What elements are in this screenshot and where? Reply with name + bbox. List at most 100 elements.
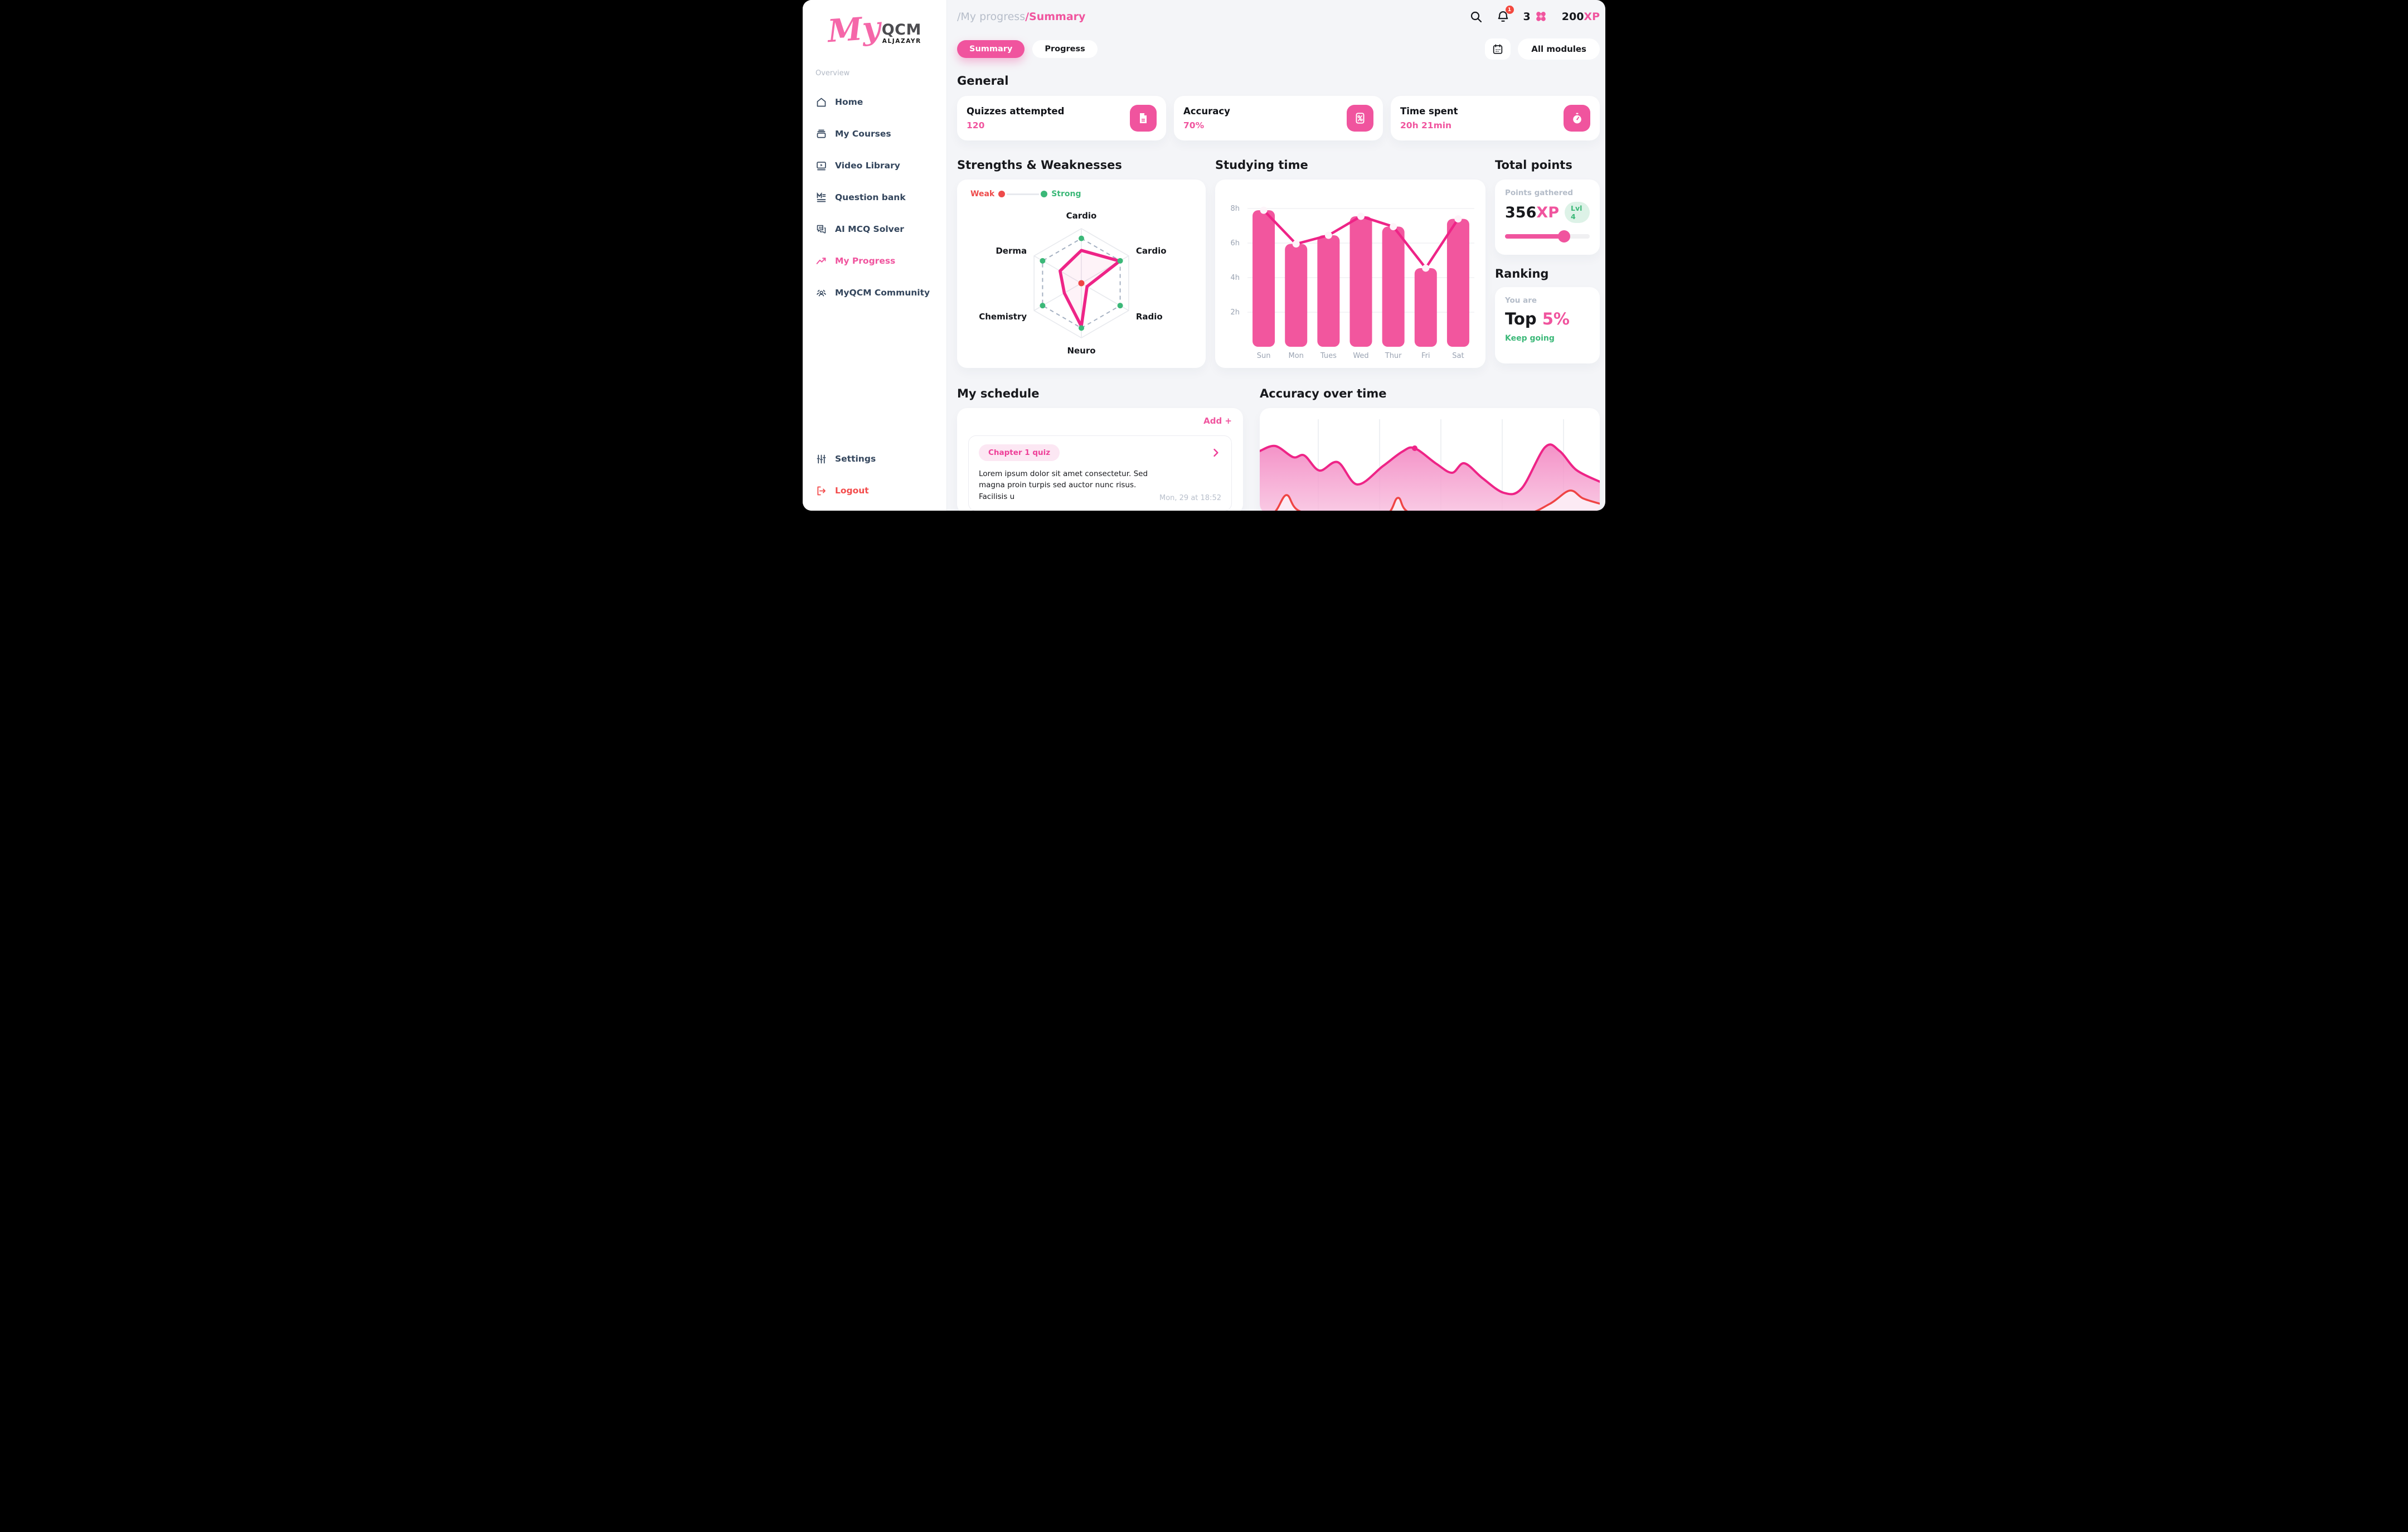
stat-card-time-spent: Time spent 20h 21min	[1391, 96, 1600, 140]
svg-text:Neuro: Neuro	[1067, 346, 1095, 356]
notification-badge: 1	[1505, 6, 1514, 14]
sliders-icon	[817, 454, 826, 463]
points-title: Total points	[1495, 158, 1572, 172]
accuracy-over-time-chart	[1260, 419, 1600, 511]
main-content: /My progress/Summary 1 3 200XP Summary P…	[947, 0, 1605, 511]
ranking-card: You are Top 5% Keep going	[1495, 287, 1600, 363]
sidebar-item-myqcm-community[interactable]: MyQCM Community	[815, 286, 946, 299]
tab-progress[interactable]: Progress	[1032, 40, 1098, 58]
level-badge: Lvl 4	[1564, 202, 1590, 223]
strengths-title: Strengths & Weaknesses	[957, 158, 1122, 172]
schedule-item[interactable]: Chapter 1 quiz Lorem ipsum dolor sit ame…	[968, 435, 1232, 511]
sidebar-item-question-bank[interactable]: Question bank	[815, 191, 946, 204]
sidebar-item-label: AI MCQ Solver	[835, 224, 904, 234]
search-button[interactable]	[1469, 10, 1483, 23]
strong-dot-icon	[1041, 191, 1048, 197]
stat-card-accuracy: Accuracy 70%	[1174, 96, 1383, 140]
chevron-right-icon[interactable]	[1210, 447, 1221, 458]
bandaid-icon	[1536, 12, 1546, 21]
ranking-value: Top 5%	[1505, 309, 1570, 328]
svg-text:6h: 6h	[1230, 239, 1240, 248]
streak-counter: 3	[1523, 9, 1548, 24]
brand-logo: My QCM ALJAZAYR	[803, 9, 946, 50]
sidebar-item-video-library[interactable]: Video Library	[815, 159, 946, 172]
radar-chart: Cardio Cardio Radio Neuro Chemistry Derma	[979, 211, 1167, 356]
video-icon	[817, 161, 826, 170]
sidebar-section-label: Overview	[815, 69, 850, 77]
schedule-title: My schedule	[957, 387, 1040, 400]
schedule-item-text: Lorem ipsum dolor sit amet consectetur. …	[979, 469, 1148, 501]
add-schedule-button[interactable]: Add +	[1203, 416, 1232, 426]
stat-value: 70%	[1183, 120, 1205, 130]
sidebar-item-label: My Progress	[835, 256, 896, 266]
slider-thumb[interactable]	[1558, 230, 1571, 243]
schedule-card: Add + Chapter 1 quiz Lorem ipsum dolor s…	[957, 408, 1243, 511]
svg-text:2h: 2h	[1230, 308, 1240, 317]
sidebar-item-label: Logout	[835, 486, 869, 496]
brand-name: QCM	[881, 21, 921, 38]
calendar-button[interactable]	[1485, 38, 1511, 60]
general-title: General	[957, 74, 1009, 88]
xp-counter: 200XP	[1562, 11, 1600, 23]
stat-label: Time spent	[1400, 106, 1458, 117]
legend-weak-label: Weak	[970, 190, 995, 198]
bell-icon	[1498, 11, 1508, 22]
breadcrumb-parent[interactable]: /My progress	[957, 10, 1026, 23]
radar-chart-card: Weak Strong Cardio Cardio Radio Neuro Chemis…	[957, 180, 1206, 368]
legend-connector	[1007, 193, 1040, 195]
svg-text:Fri: Fri	[1421, 352, 1430, 360]
schedule-item-tag: Chapter 1 quiz	[979, 444, 1060, 461]
xp-unit: XP	[1584, 10, 1600, 23]
brand-script: My	[826, 9, 882, 50]
sidebar-item-ai-mcq-solver[interactable]: AI AI MCQ Solver	[815, 222, 946, 236]
svg-text:8h: 8h	[1230, 205, 1240, 213]
sidebar-nav: Home My Courses Video Library Question b…	[815, 95, 946, 299]
sidebar-item-my-progress[interactable]: My Progress	[815, 254, 946, 268]
sidebar-item-home[interactable]: Home	[815, 95, 946, 109]
sidebar: My QCM ALJAZAYR Overview Home My Courses…	[803, 0, 947, 511]
sidebar-item-label: Question bank	[835, 192, 906, 202]
notifications-button[interactable]: 1	[1496, 6, 1514, 23]
ranking-title: Ranking	[1495, 267, 1549, 280]
svg-text:Cardio: Cardio	[1136, 246, 1167, 256]
bar-chart-card: 2h 4h 6h 8h Sun Mon Tues Wed Thur Fri Sat	[1215, 180, 1485, 368]
trend-up-icon	[816, 257, 826, 264]
question-bank-icon	[817, 192, 826, 202]
accuracy-title: Accuracy over time	[1260, 387, 1387, 400]
sidebar-item-label: Home	[835, 97, 863, 107]
studying-time-chart: 2h 4h 6h 8h Sun Mon Tues Wed Thur Fri Sat	[1230, 205, 1474, 360]
sidebar-item-label: MyQCM Community	[835, 288, 930, 298]
schedule-item-time: Mon, 29 at 18:52	[1159, 493, 1221, 502]
stat-cards: Quizzes attempted 120 Accuracy 70% Tim	[957, 96, 1600, 140]
community-icon	[817, 289, 826, 297]
streak-count: 3	[1523, 10, 1531, 23]
weak-dot-icon	[998, 191, 1006, 197]
all-modules-button[interactable]: All modules	[1518, 38, 1600, 60]
svg-text:4h: 4h	[1230, 274, 1240, 282]
sidebar-item-my-courses[interactable]: My Courses	[815, 127, 946, 140]
svg-text:Sat: Sat	[1452, 352, 1464, 360]
xp-value: 200	[1561, 10, 1584, 23]
search-icon	[1470, 11, 1482, 22]
points-gathered-label: Points gathered	[1505, 188, 1574, 197]
sidebar-item-label: My Courses	[835, 129, 891, 139]
ranking-pre-label: You are	[1505, 296, 1537, 305]
tab-summary[interactable]: Summary	[957, 40, 1025, 58]
radar-legend: Weak Strong	[970, 190, 1198, 198]
svg-text:Wed: Wed	[1353, 352, 1368, 360]
xp-progress-slider[interactable]	[1505, 230, 1590, 243]
app-window: My QCM ALJAZAYR Overview Home My Courses…	[803, 0, 1605, 511]
stat-label: Accuracy	[1183, 106, 1230, 117]
ai-chat-icon: AI	[817, 225, 826, 233]
svg-text:Derma: Derma	[996, 246, 1027, 256]
home-icon	[817, 98, 826, 106]
ranking-note: Keep going	[1505, 334, 1555, 343]
svg-text:AI: AI	[819, 226, 823, 230]
sidebar-item-logout[interactable]: Logout	[815, 484, 946, 497]
stopwatch-icon	[1564, 105, 1590, 132]
svg-text:Thur: Thur	[1385, 352, 1402, 360]
stat-value: 120	[967, 120, 985, 130]
sidebar-item-settings[interactable]: Settings	[815, 452, 946, 466]
tab-row: Summary Progress All modules	[957, 38, 1600, 60]
sidebar-item-label: Video Library	[835, 161, 900, 171]
